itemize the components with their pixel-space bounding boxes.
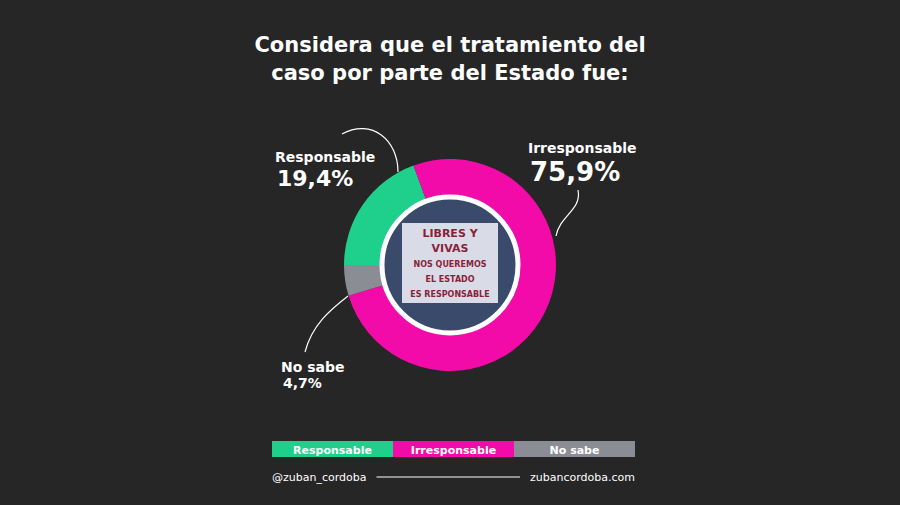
- title: Considera que el tratamiento delcaso por…: [254, 33, 645, 85]
- donut: LIBRES Y VIVAS NOS QUEREMOS EL ESTADO ES RES…: [344, 159, 556, 371]
- sign: [402, 223, 498, 303]
- data-label: 75,9%: [530, 157, 620, 187]
- sign-text: NOS QUEREMOS: [414, 260, 487, 269]
- data-label-name: Irresponsable: [528, 140, 637, 156]
- sign-text: ES RESPONSABLE: [410, 290, 489, 299]
- legend-swatch: [272, 441, 393, 457]
- data-label: 19,4%: [277, 166, 353, 191]
- slice: [349, 159, 556, 371]
- center-image: [382, 197, 518, 333]
- legend-swatch: [393, 441, 514, 457]
- footer: zubancordoba.com: [530, 471, 635, 484]
- legend-label: Responsable: [293, 444, 372, 457]
- legend-swatch: [514, 441, 635, 457]
- leader-line: [556, 190, 578, 236]
- footer-rule: [376, 477, 520, 478]
- legend-label: No sabe: [550, 444, 600, 457]
- data-label-name: No sabe: [281, 359, 345, 375]
- data-label: 4,7%: [283, 375, 322, 391]
- legend-label: Irresponsable: [411, 444, 496, 457]
- leader-line: [305, 296, 348, 352]
- background: [0, 0, 900, 505]
- sign-text: EL ESTADO: [425, 275, 474, 284]
- slice: [344, 265, 383, 296]
- data-label-name: Responsable: [275, 149, 375, 165]
- footer: @zuban_cordoba: [272, 471, 366, 484]
- chart: Considera que el tratamiento delcaso por…: [0, 0, 900, 505]
- sign-text: VIVAS: [432, 242, 469, 255]
- sign-text: LIBRES Y: [422, 227, 478, 240]
